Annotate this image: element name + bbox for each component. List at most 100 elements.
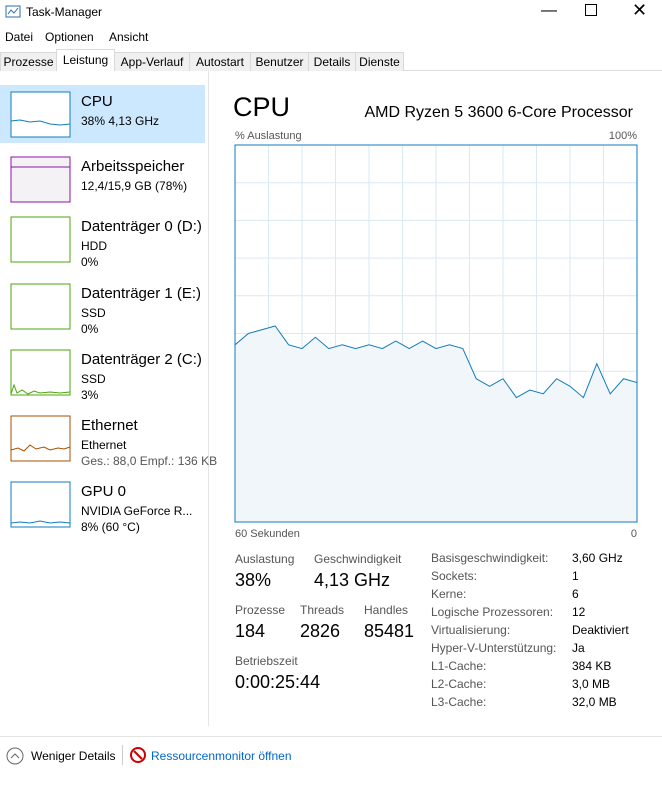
usage-line (234, 325, 638, 399)
item-line: 8% (60 °C) (81, 520, 140, 534)
detail-label: Hyper-V-Unterstützung: (431, 641, 557, 655)
y-max-label: 100% (608, 130, 637, 142)
detail-value: 3,0 MB (572, 677, 611, 691)
menu-item[interactable]: Datei (5, 30, 34, 44)
mini-frame (10, 349, 71, 396)
mini-line (10, 119, 71, 126)
mini-frame (10, 216, 71, 263)
footer-sep (122, 745, 123, 765)
graph-frame (234, 144, 638, 523)
maximize[interactable] (585, 4, 597, 16)
item-line: 38% 4,13 GHz (81, 114, 160, 128)
item-title[interactable]: CPU (81, 93, 113, 110)
detail-value: 3,60 GHz (572, 551, 623, 565)
mini-line (10, 520, 71, 524)
cpu-graph (234, 144, 638, 523)
mini-graph (10, 283, 71, 330)
tab[interactable]: Autostart (189, 52, 251, 71)
mini-graph (10, 156, 71, 203)
detail-label: Basisgeschwindigkeit: (431, 551, 549, 565)
mini-graph (10, 216, 71, 263)
stat-label: Threads (300, 603, 345, 617)
detail-value: 384 KB (572, 659, 612, 673)
detail-value: Deaktiviert (572, 623, 629, 637)
stat-value: 4,13 GHz (314, 570, 391, 590)
y-label: % Auslastung (235, 130, 302, 142)
item-title[interactable]: GPU 0 (81, 483, 127, 500)
mini-line (10, 383, 71, 395)
mini-graph (10, 481, 71, 528)
detail-label: Kerne: (431, 587, 467, 601)
tab[interactable]: Details (308, 52, 356, 71)
mini-frame (10, 481, 71, 528)
item-line: Ethernet (81, 438, 127, 452)
usage-area (235, 325, 637, 522)
mini-graph (10, 349, 71, 396)
minimize[interactable]: — (541, 2, 557, 19)
item-line: SSD (81, 306, 106, 320)
item-line: HDD (81, 239, 107, 253)
mini-graph (10, 415, 71, 462)
mini-frame (10, 91, 71, 138)
main-title: CPU (233, 92, 291, 122)
monitor-icon[interactable] (130, 747, 146, 763)
tab[interactable]: Leistung (56, 49, 115, 71)
stat-label: Geschwindigkeit (314, 552, 402, 566)
less-icon[interactable] (6, 747, 24, 765)
less-details[interactable]: Weniger Details (31, 749, 116, 763)
tab[interactable]: Prozesse (0, 52, 57, 71)
tab[interactable]: App-Verlauf (114, 52, 190, 71)
mini-frame (10, 156, 71, 203)
close[interactable]: ✕ (632, 0, 648, 20)
stat-value: 184 (235, 621, 266, 641)
app-icon (5, 5, 21, 18)
mini-graph (10, 91, 71, 138)
window-title: Task-Manager (26, 5, 103, 19)
item-line: 0% (81, 322, 99, 336)
stat-label: Auslastung (235, 552, 295, 566)
footer-line (0, 736, 662, 737)
item-line: 3% (81, 388, 99, 402)
item-title[interactable]: Arbeitsspeicher (81, 158, 185, 175)
item-title[interactable]: Datenträger 2 (C:) (81, 351, 202, 368)
detail-value: 12 (572, 605, 586, 619)
detail-label: L1-Cache: (431, 659, 487, 673)
item-title[interactable]: Datenträger 1 (E:) (81, 285, 202, 302)
item-line: 12,4/15,9 GB (78%) (81, 179, 188, 193)
stat-value: 85481 (364, 621, 415, 641)
separator (208, 71, 209, 726)
x-label: 60 Sekunden (235, 528, 300, 540)
item-line: 0% (81, 255, 99, 269)
x-end-label: 0 (630, 528, 637, 540)
processor: AMD Ryzen 5 3600 6-Core Processor (364, 104, 633, 121)
detail-label: Virtualisierung: (431, 623, 511, 637)
tab[interactable]: Benutzer (250, 52, 309, 71)
detail-value: 6 (572, 587, 579, 601)
stat-label: Betriebszeit (235, 654, 298, 668)
mini-line (10, 444, 71, 452)
stat-value: 0:00:25:44 (235, 672, 321, 692)
detail-label: Sockets: (431, 569, 478, 583)
detail-value: 1 (572, 569, 579, 583)
detail-label: Logische Prozessoren: (431, 605, 554, 619)
mini-frame (10, 415, 71, 462)
stat-label: Handles (364, 603, 409, 617)
detail-value: 32,0 MB (572, 695, 617, 709)
item-line: SSD (81, 372, 106, 386)
stat-value: 2826 (300, 621, 341, 641)
tab[interactable]: Dienste (355, 52, 404, 71)
item-line: Ges.: 88,0 Empf.: 136 KB (81, 454, 218, 468)
stat-value: 38% (235, 570, 272, 590)
resource-monitor[interactable]: Ressourcenmonitor öffnen (151, 749, 292, 763)
stat-label: Prozesse (235, 603, 286, 617)
item-title[interactable]: Ethernet (81, 417, 138, 434)
menu-item[interactable]: Ansicht (109, 30, 149, 44)
mini-frame (10, 283, 71, 330)
detail-value: Ja (572, 641, 585, 655)
detail-label: L2-Cache: (431, 677, 487, 691)
item-title[interactable]: Datenträger 0 (D:) (81, 218, 202, 235)
menu-item[interactable]: Optionen (45, 30, 94, 44)
detail-label: L3-Cache: (431, 695, 487, 709)
item-line: NVIDIA GeForce R... (81, 504, 193, 518)
